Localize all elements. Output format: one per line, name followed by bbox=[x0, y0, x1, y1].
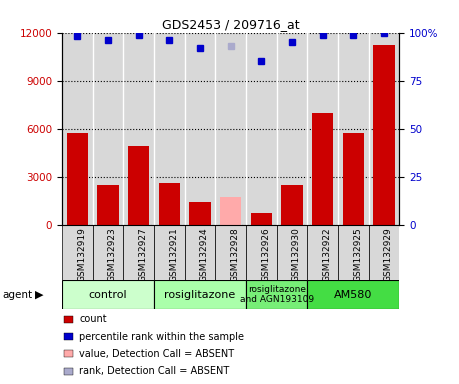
Text: control: control bbox=[89, 290, 127, 300]
Bar bbox=[246, 225, 277, 280]
Bar bbox=[215, 225, 246, 280]
Text: GSM132927: GSM132927 bbox=[139, 227, 148, 282]
Bar bbox=[251, 214, 272, 225]
Bar bbox=[369, 225, 399, 280]
Text: rank, Detection Call = ABSENT: rank, Detection Call = ABSENT bbox=[79, 366, 230, 376]
Bar bbox=[220, 197, 241, 225]
Text: ▶: ▶ bbox=[35, 290, 43, 300]
Bar bbox=[246, 280, 308, 309]
Text: GSM132923: GSM132923 bbox=[108, 227, 117, 282]
Bar bbox=[97, 185, 119, 225]
Title: GDS2453 / 209716_at: GDS2453 / 209716_at bbox=[162, 18, 299, 31]
Text: percentile rank within the sample: percentile rank within the sample bbox=[79, 331, 244, 341]
Bar bbox=[281, 185, 303, 225]
Text: GSM132929: GSM132929 bbox=[384, 227, 393, 282]
Text: agent: agent bbox=[2, 290, 33, 300]
Bar bbox=[154, 280, 246, 309]
Text: GSM132925: GSM132925 bbox=[353, 227, 362, 282]
Bar bbox=[308, 280, 399, 309]
Text: rosiglitazone: rosiglitazone bbox=[164, 290, 235, 300]
Text: GSM132926: GSM132926 bbox=[261, 227, 270, 282]
Text: GSM132928: GSM132928 bbox=[231, 227, 240, 282]
Text: GSM132922: GSM132922 bbox=[323, 227, 332, 282]
Text: rosiglitazone
and AGN193109: rosiglitazone and AGN193109 bbox=[240, 285, 313, 305]
Bar bbox=[93, 225, 123, 280]
Bar bbox=[128, 146, 149, 225]
Text: count: count bbox=[79, 314, 107, 324]
Bar bbox=[277, 225, 308, 280]
Text: GSM132930: GSM132930 bbox=[292, 227, 301, 282]
Bar bbox=[62, 225, 93, 280]
Bar bbox=[338, 225, 369, 280]
Text: GSM132919: GSM132919 bbox=[77, 227, 86, 282]
Bar bbox=[373, 45, 395, 225]
Bar bbox=[308, 225, 338, 280]
Text: GSM132921: GSM132921 bbox=[169, 227, 178, 282]
Bar bbox=[154, 225, 185, 280]
Bar bbox=[189, 202, 211, 225]
Bar bbox=[123, 225, 154, 280]
Bar bbox=[158, 183, 180, 225]
Text: value, Detection Call = ABSENT: value, Detection Call = ABSENT bbox=[79, 349, 235, 359]
Bar bbox=[67, 134, 88, 225]
Bar bbox=[342, 134, 364, 225]
Bar bbox=[185, 225, 215, 280]
Text: AM580: AM580 bbox=[334, 290, 373, 300]
Bar bbox=[312, 113, 333, 225]
Bar bbox=[62, 280, 154, 309]
Text: GSM132924: GSM132924 bbox=[200, 227, 209, 282]
